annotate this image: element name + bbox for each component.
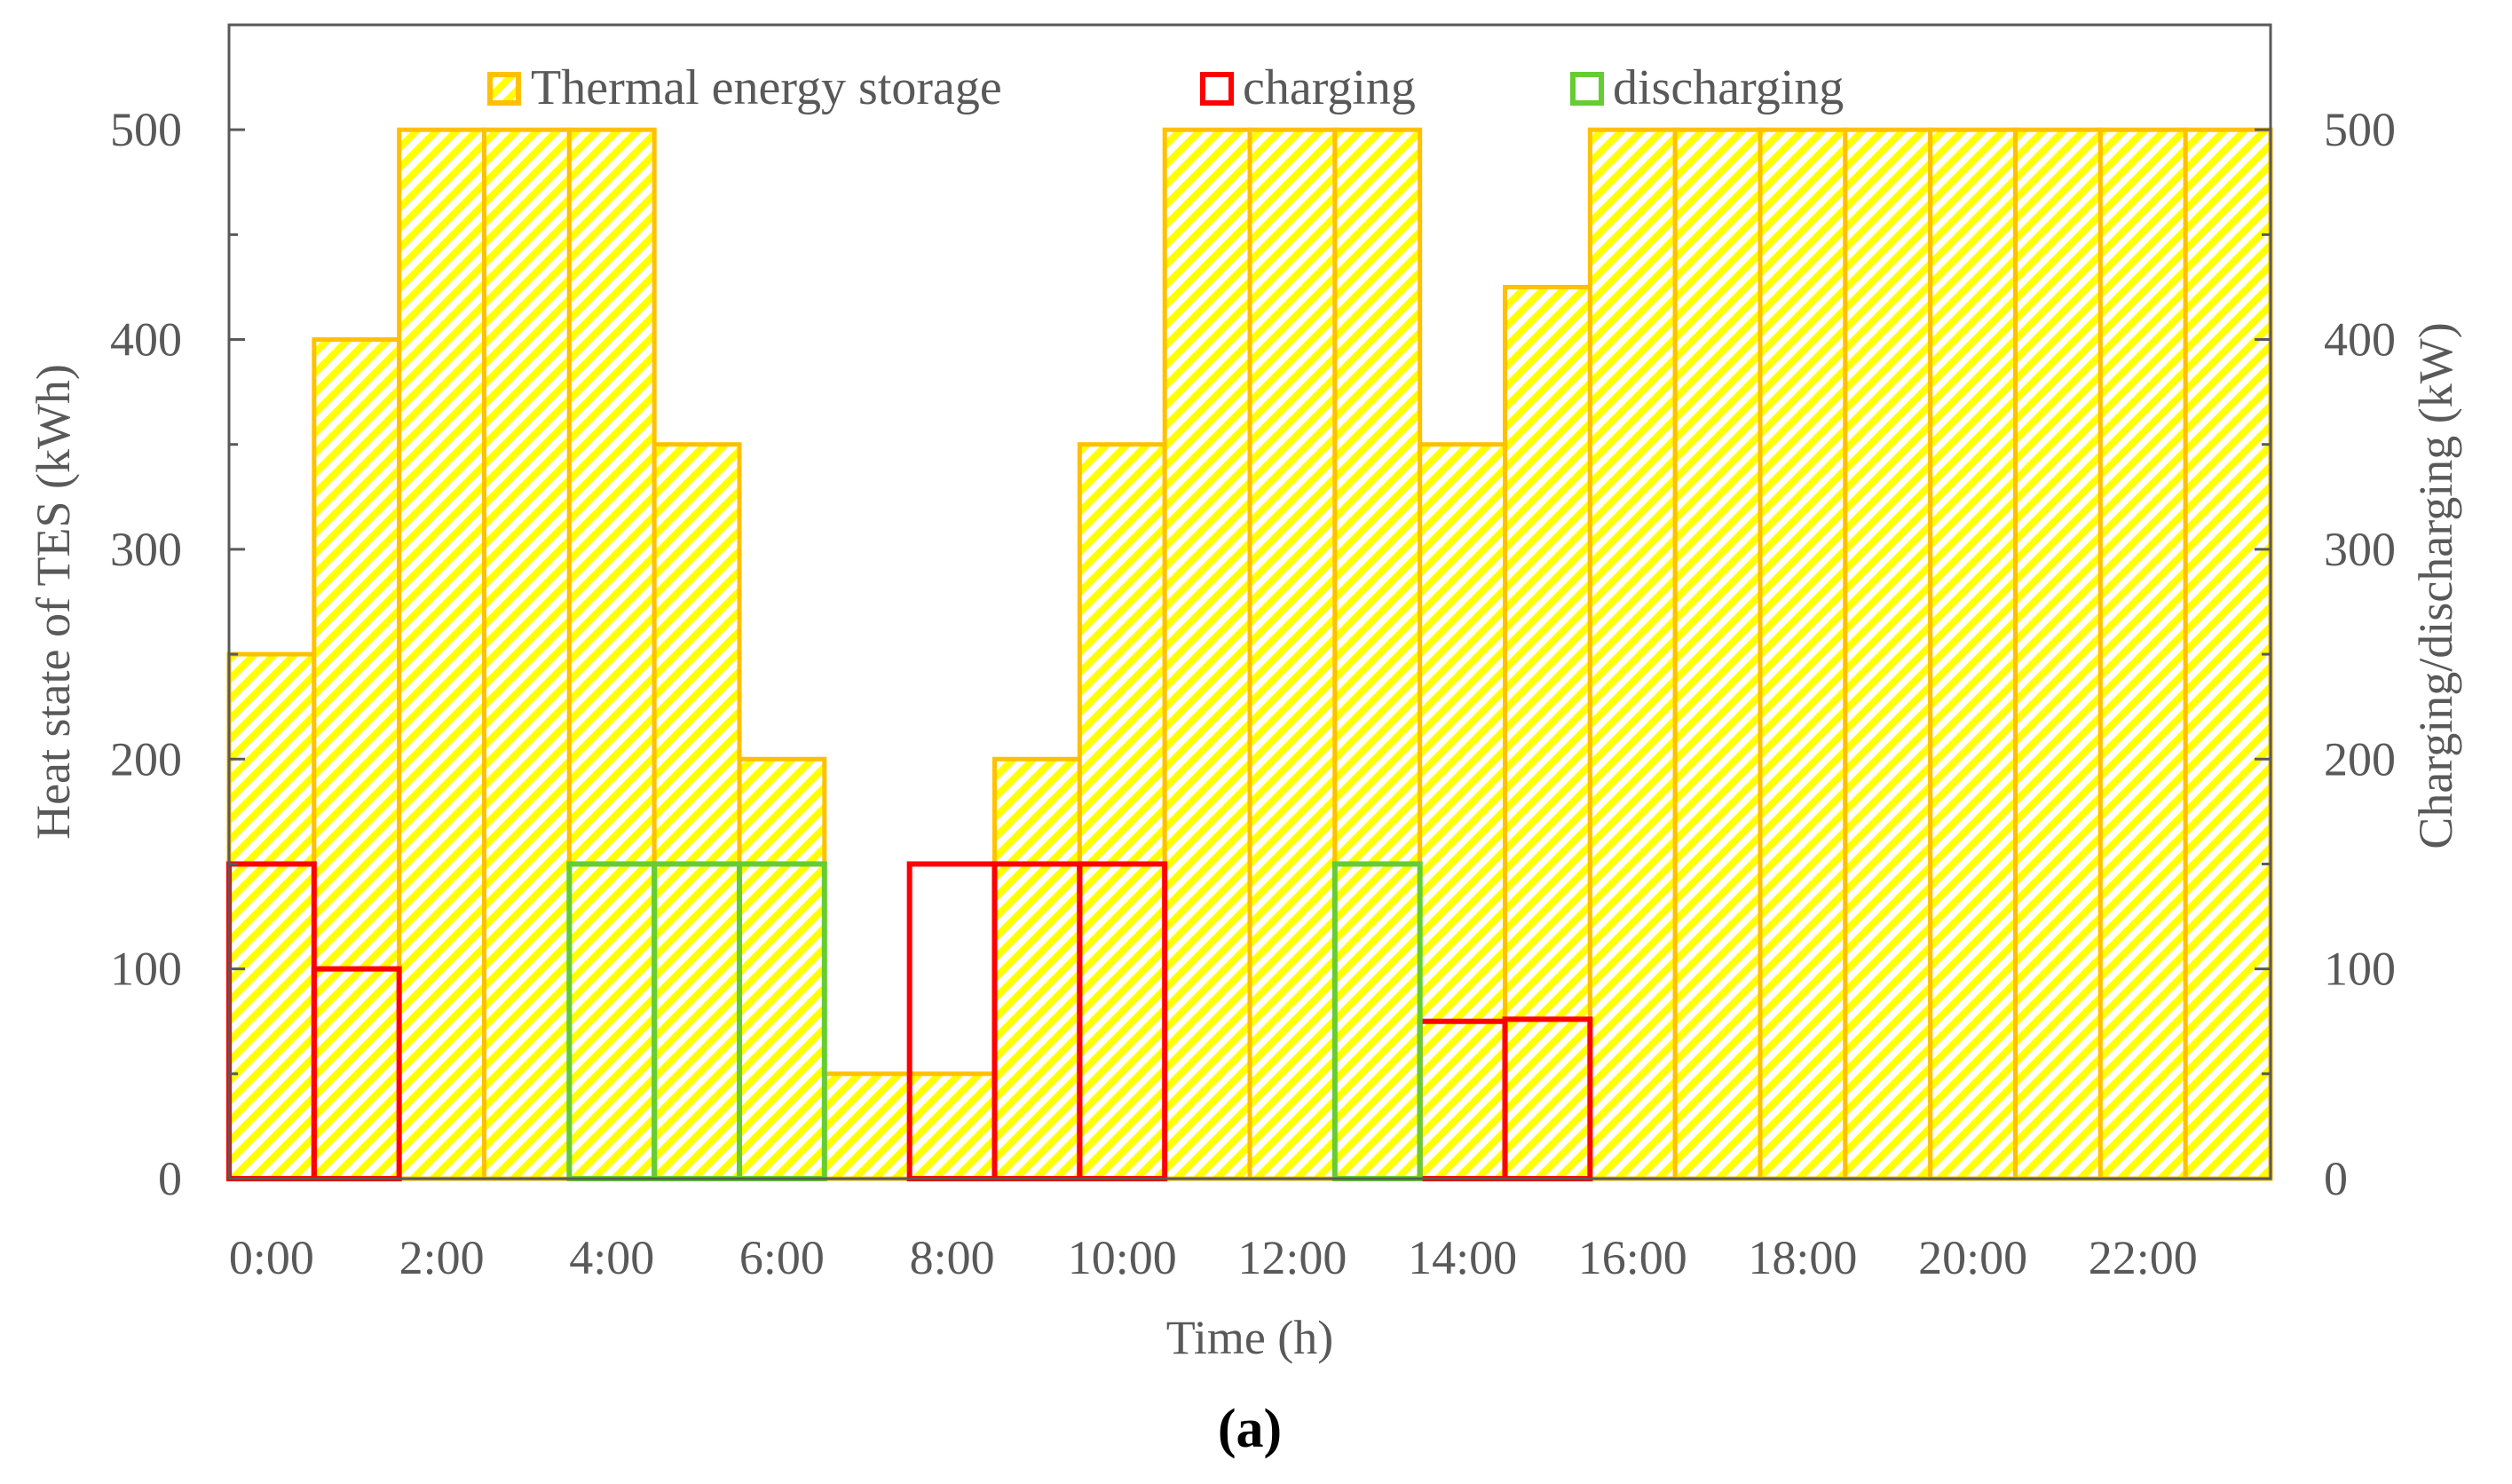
legend-swatch-discharging bbox=[1570, 72, 1604, 106]
tes-bar-11 bbox=[1162, 127, 1252, 1181]
y-tick-label-left: 500 bbox=[110, 103, 182, 156]
y-tick-label-right: 0 bbox=[2324, 1152, 2348, 1205]
tes-bar-12 bbox=[1247, 127, 1338, 1181]
y-tick-label-left: 400 bbox=[110, 313, 182, 367]
x-tick-label: 18:00 bbox=[1748, 1231, 1857, 1284]
legend: Thermal energy storage charging discharg… bbox=[487, 60, 1844, 115]
y-tick-label-left: 100 bbox=[110, 943, 182, 996]
tes-bar-10 bbox=[1077, 442, 1167, 1181]
y-tick-label-right: 400 bbox=[2324, 313, 2396, 367]
legend-label-charging: charging bbox=[1243, 60, 1416, 115]
y-axis-left-label: Heat state of TES (kWh) bbox=[27, 364, 80, 840]
tes-bar-20 bbox=[1928, 127, 2018, 1181]
legend-swatch-tes bbox=[487, 72, 521, 106]
y-tick-label-left: 0 bbox=[158, 1152, 182, 1205]
tes-bar-1 bbox=[312, 337, 402, 1181]
tes-bar-17 bbox=[1672, 127, 1763, 1181]
x-tick-label: 10:00 bbox=[1068, 1231, 1177, 1284]
y-tick-label-left: 200 bbox=[110, 732, 182, 785]
tes-bar-5 bbox=[652, 442, 742, 1181]
axis-ticks bbox=[229, 23, 2271, 1180]
tes-bar-18 bbox=[1758, 127, 1848, 1181]
legend-label-discharging: discharging bbox=[1613, 60, 1844, 115]
x-tick-label: 20:00 bbox=[1918, 1231, 2027, 1284]
plot-frame bbox=[227, 23, 2272, 1180]
tes-bar-6 bbox=[737, 756, 827, 1181]
y-axis-right-label: Charging/discharging (kW) bbox=[2409, 322, 2462, 849]
tick-labels: 0 0 100 100 200 200 300 300 400 400 500 500 0:00 2:00… bbox=[110, 103, 2396, 1284]
tes-bar-16 bbox=[1587, 127, 1678, 1181]
y-tick-label-right: 100 bbox=[2324, 943, 2396, 996]
tes-bar-4 bbox=[566, 127, 657, 1181]
tes-bar-22 bbox=[2097, 127, 2188, 1181]
tes-bar-9 bbox=[992, 756, 1082, 1181]
legend-swatch-charging bbox=[1200, 72, 1234, 106]
x-tick-label: 16:00 bbox=[1578, 1231, 1687, 1284]
tes-bar-14 bbox=[1418, 442, 1507, 1181]
x-tick-label: 14:00 bbox=[1408, 1231, 1517, 1284]
tes-bar-21 bbox=[2013, 127, 2103, 1181]
y-tick-label-left: 300 bbox=[110, 523, 182, 576]
x-axis-label: Time (h) bbox=[1166, 1311, 1334, 1364]
x-tick-label: 8:00 bbox=[910, 1231, 995, 1284]
y-tick-label-right: 500 bbox=[2324, 103, 2396, 156]
tes-bar-8 bbox=[907, 1071, 997, 1181]
y-tick-label-right: 300 bbox=[2324, 523, 2396, 576]
x-tick-label: 12:00 bbox=[1237, 1231, 1347, 1284]
tes-bar-7 bbox=[822, 1071, 912, 1181]
tes-bar-0 bbox=[226, 651, 317, 1181]
tes-bar-2 bbox=[397, 127, 486, 1181]
tes-bar-19 bbox=[1843, 127, 1933, 1181]
figure-caption: (a) bbox=[1218, 1399, 1282, 1459]
tes-bar-3 bbox=[482, 127, 572, 1181]
tes-bar-13 bbox=[1332, 127, 1423, 1181]
tes-bars bbox=[226, 127, 2273, 1181]
x-tick-label: 0:00 bbox=[229, 1231, 314, 1284]
x-tick-label: 4:00 bbox=[569, 1231, 654, 1284]
y-tick-label-right: 200 bbox=[2324, 732, 2396, 785]
x-tick-label: 2:00 bbox=[399, 1231, 485, 1284]
tes-bar-23 bbox=[2183, 127, 2273, 1181]
x-tick-label: 6:00 bbox=[739, 1231, 825, 1284]
legend-label-tes: Thermal energy storage bbox=[531, 60, 1002, 115]
x-tick-label: 22:00 bbox=[2089, 1231, 2198, 1284]
tes-bar-15 bbox=[1503, 284, 1592, 1181]
